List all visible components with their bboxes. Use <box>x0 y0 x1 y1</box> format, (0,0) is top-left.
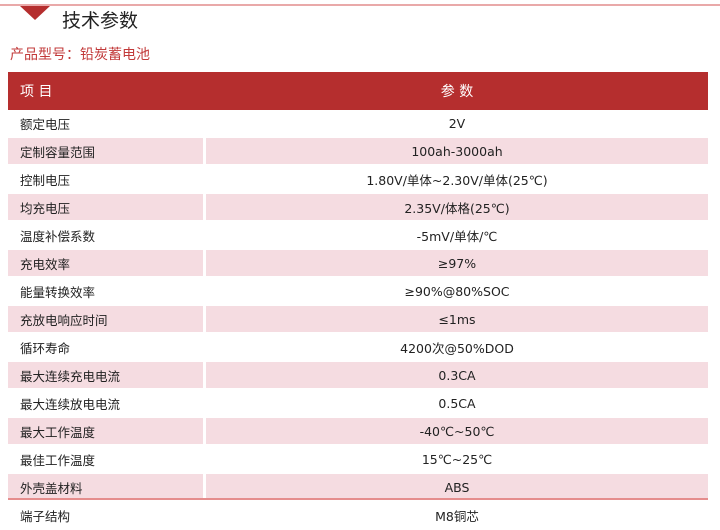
item-name: 充电效率 <box>8 250 206 278</box>
param-value: ≥90%@80%SOC <box>206 278 708 306</box>
triangle-marker-icon <box>20 6 50 20</box>
item-name: 最佳工作温度 <box>8 446 206 474</box>
table-row: 最大连续充电电流 0.3CA <box>8 362 708 390</box>
item-name: 外壳盖材料 <box>8 474 206 502</box>
table-row: 循环寿命 4200次@50%DOD <box>8 334 708 362</box>
param-value: ABS <box>206 474 708 502</box>
param-value: M8铜芯 <box>206 502 708 530</box>
item-name: 最大连续充电电流 <box>8 362 206 390</box>
param-value: 2.35V/体格(25℃) <box>206 194 708 222</box>
item-name: 最大连续放电电流 <box>8 390 206 418</box>
item-name: 温度补偿系数 <box>8 222 206 250</box>
item-name: 端子结构 <box>8 502 206 530</box>
table-row: 温度补偿系数 -5mV/单体/℃ <box>8 222 708 250</box>
table-row: 额定电压 2V <box>8 110 708 138</box>
top-divider <box>0 4 720 6</box>
table-header: 项 目 参 数 <box>8 72 708 110</box>
item-name: 最大工作温度 <box>8 418 206 446</box>
item-name: 额定电压 <box>8 110 206 138</box>
item-name: 定制容量范围 <box>8 138 206 166</box>
item-name: 能量转换效率 <box>8 278 206 306</box>
param-value: 1.80V/单体~2.30V/单体(25℃) <box>206 166 708 194</box>
header-item: 项 目 <box>8 72 206 110</box>
param-value: 15℃~25℃ <box>206 446 708 474</box>
section-title: 技术参数 <box>62 10 139 32</box>
header-param: 参 数 <box>206 72 708 110</box>
table-row: 外壳盖材料 ABS <box>8 474 708 502</box>
param-value: 2V <box>206 110 708 138</box>
table-row: 能量转换效率 ≥90%@80%SOC <box>8 278 708 306</box>
table-row: 最大连续放电电流 0.5CA <box>8 390 708 418</box>
bottom-divider <box>8 498 708 500</box>
param-value: 0.3CA <box>206 362 708 390</box>
param-value: 4200次@50%DOD <box>206 334 708 362</box>
param-value: ≤1ms <box>206 306 708 334</box>
param-value: 100ah-3000ah <box>206 138 708 166</box>
item-name: 充放电响应时间 <box>8 306 206 334</box>
table-row: 定制容量范围 100ah-3000ah <box>8 138 708 166</box>
spec-table: 项 目 参 数 额定电压 2V 定制容量范围 100ah-3000ah 控制电压 1.80… <box>8 72 708 530</box>
param-value: ≥97% <box>206 250 708 278</box>
item-name: 循环寿命 <box>8 334 206 362</box>
item-name: 均充电压 <box>8 194 206 222</box>
table-row: 最大工作温度 -40℃~50℃ <box>8 418 708 446</box>
product-model: 产品型号：铅炭蓄电池 <box>10 47 150 63</box>
item-name: 控制电压 <box>8 166 206 194</box>
table-row: 均充电压 2.35V/体格(25℃) <box>8 194 708 222</box>
param-value: 0.5CA <box>206 390 708 418</box>
param-value: -40℃~50℃ <box>206 418 708 446</box>
table-row: 最佳工作温度 15℃~25℃ <box>8 446 708 474</box>
table-row: 控制电压 1.80V/单体~2.30V/单体(25℃) <box>8 166 708 194</box>
table-row: 充放电响应时间 ≤1ms <box>8 306 708 334</box>
table-row: 端子结构 M8铜芯 <box>8 502 708 530</box>
param-value: -5mV/单体/℃ <box>206 222 708 250</box>
table-row: 充电效率 ≥97% <box>8 250 708 278</box>
